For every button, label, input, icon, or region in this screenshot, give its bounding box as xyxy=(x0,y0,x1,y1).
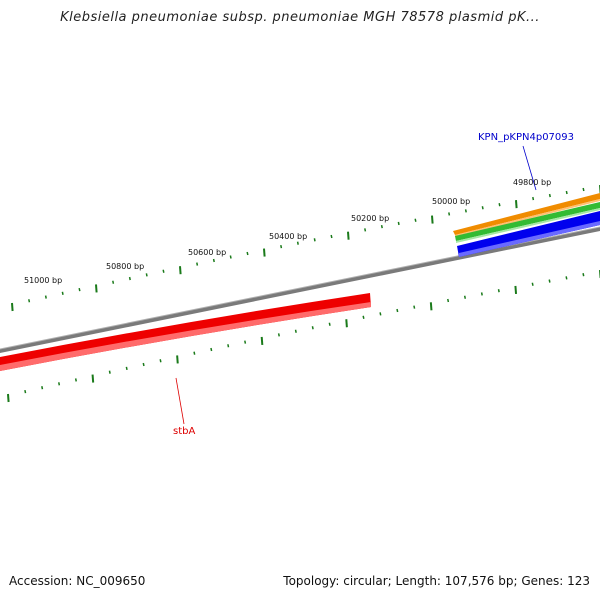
minor-tick xyxy=(447,298,450,303)
inner-tick-ring xyxy=(7,270,600,403)
tick-label: 50800 bp xyxy=(106,262,144,271)
kpn-gene-label[interactable]: KPN_pKPN4p07093 xyxy=(478,132,574,143)
minor-tick xyxy=(246,251,249,256)
major-tick xyxy=(429,302,433,311)
minor-tick xyxy=(565,276,568,280)
minor-tick xyxy=(413,305,416,309)
minor-tick xyxy=(210,347,213,352)
minor-tick xyxy=(313,238,316,242)
minor-tick xyxy=(498,203,501,207)
minor-tick xyxy=(311,326,314,330)
minor-tick xyxy=(380,225,383,229)
minor-tick xyxy=(448,212,451,216)
minor-tick xyxy=(464,209,467,213)
minor-tick xyxy=(277,333,280,337)
minor-tick xyxy=(41,386,44,390)
map-title: Klebsiella pneumoniae subsp. pneumoniae … xyxy=(60,10,540,25)
minor-tick xyxy=(159,359,162,363)
orange-feature-track[interactable] xyxy=(453,193,600,235)
minor-tick xyxy=(397,221,400,226)
minor-tick xyxy=(227,344,230,348)
minor-tick xyxy=(330,234,333,239)
major-tick xyxy=(176,355,179,364)
minor-tick xyxy=(480,292,483,296)
minor-tick xyxy=(531,282,534,286)
minor-tick xyxy=(582,187,585,192)
major-tick xyxy=(11,302,14,312)
minor-tick xyxy=(463,295,467,299)
minor-tick xyxy=(142,362,145,367)
minor-tick xyxy=(379,312,382,316)
minor-tick xyxy=(108,370,111,374)
minor-tick xyxy=(212,258,215,263)
minor-tick xyxy=(364,228,367,232)
minor-tick xyxy=(497,289,500,293)
minor-tick xyxy=(328,322,331,326)
minor-tick xyxy=(125,366,128,370)
stba-leader-line xyxy=(175,377,185,425)
minor-tick xyxy=(44,295,47,299)
minor-tick xyxy=(196,262,199,266)
major-tick xyxy=(263,248,266,257)
topology-summary: Topology: circular; Length: 107,576 bp; … xyxy=(283,574,590,588)
minor-tick xyxy=(396,308,399,313)
minor-tick xyxy=(481,206,484,210)
major-tick xyxy=(7,393,10,403)
minor-tick xyxy=(548,279,551,283)
minor-tick xyxy=(414,218,417,222)
major-tick xyxy=(347,231,350,240)
minor-tick xyxy=(229,255,232,259)
minor-tick xyxy=(532,196,535,201)
tick-label: 50600 bp xyxy=(188,248,226,257)
tick-label: 50400 bp xyxy=(269,232,307,241)
major-tick xyxy=(345,319,348,328)
minor-tick xyxy=(296,241,299,245)
outer-tick-ring xyxy=(11,185,600,312)
minor-tick xyxy=(145,273,148,277)
minor-tick xyxy=(78,287,81,292)
major-tick xyxy=(91,374,95,383)
kpn-leader-line xyxy=(522,145,537,191)
green-feature-track[interactable] xyxy=(455,202,600,241)
tick-label: 50200 bp xyxy=(351,214,389,223)
tick-label: 51000 bp xyxy=(24,276,62,285)
minor-tick xyxy=(61,291,64,295)
major-tick xyxy=(260,336,264,346)
stba-gene-label[interactable]: stbA xyxy=(173,426,195,437)
minor-tick xyxy=(582,273,585,277)
backbone-ring xyxy=(0,226,600,354)
minor-tick xyxy=(362,315,365,319)
major-tick xyxy=(514,285,518,295)
minor-tick xyxy=(112,280,115,284)
minor-tick xyxy=(58,382,61,386)
accession-label: Accession: NC_009650 xyxy=(9,574,146,588)
minor-tick xyxy=(162,269,165,273)
major-tick xyxy=(179,266,182,275)
major-tick xyxy=(515,200,518,209)
minor-tick xyxy=(74,378,77,382)
tick-label: 49800 bp xyxy=(513,178,551,187)
minor-tick xyxy=(565,190,568,195)
minor-tick xyxy=(28,299,31,303)
minor-tick xyxy=(294,329,297,333)
minor-tick xyxy=(244,340,247,344)
minor-tick xyxy=(128,276,131,281)
minor-tick xyxy=(548,193,551,198)
minor-tick xyxy=(280,244,283,249)
major-tick xyxy=(95,284,98,293)
major-tick xyxy=(431,215,434,224)
tick-label: 50000 bp xyxy=(432,197,470,206)
minor-tick xyxy=(24,389,27,394)
minor-tick xyxy=(193,351,196,355)
